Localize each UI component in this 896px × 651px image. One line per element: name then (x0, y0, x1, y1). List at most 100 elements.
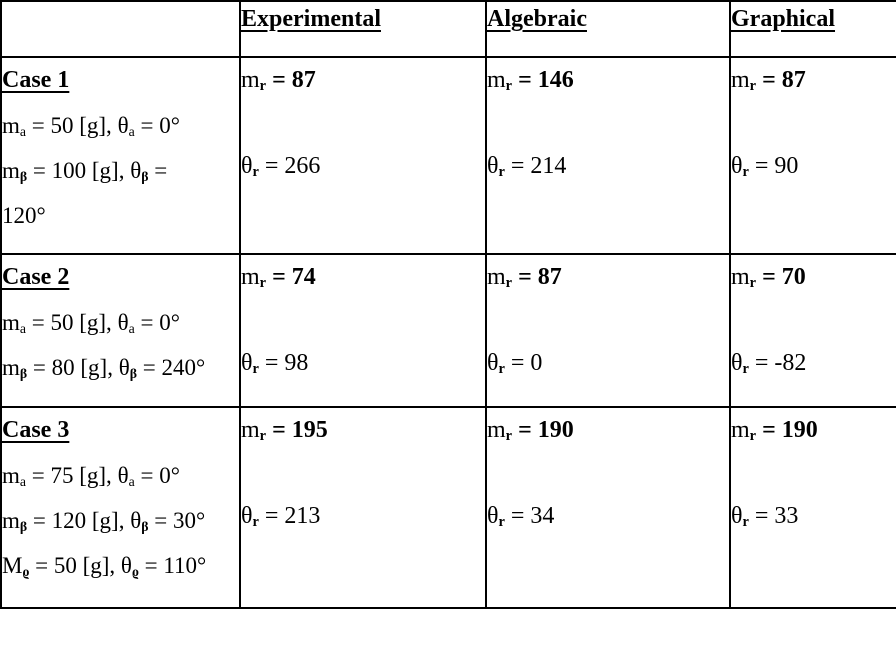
text-segment: θ (117, 113, 129, 138)
text-segment: m (241, 264, 260, 290)
subscript: β (19, 519, 28, 535)
text-segment: = 50 [g], (29, 553, 121, 578)
given-values-line: ma = 75 [g], θa = 0° (2, 453, 239, 498)
text-segment: = 30° (148, 508, 206, 533)
angle-result-line: θr = 90 (731, 144, 896, 189)
angle-result-value: = -82 (748, 350, 807, 376)
text-segment: θ (130, 508, 142, 533)
text-segment: θ (118, 355, 130, 380)
angle-result-value: = 33 (748, 503, 799, 529)
given-values-line: Mϱ = 50 [g], θϱ = 110° (2, 543, 239, 588)
text-segment: m (2, 508, 20, 533)
result-cell-graphical-case-3: mr = 190 θr = 33 (729, 406, 896, 609)
text-segment: = 240° (137, 355, 206, 380)
text-segment: m (2, 158, 20, 183)
angle-result-line: θr = 33 (731, 494, 896, 539)
subscript: β (141, 169, 149, 185)
text-segment: = 0° (134, 463, 180, 488)
mass-result-line: mr = 74 (241, 255, 485, 300)
subscript: r (749, 275, 757, 292)
text-segment: = 100 [g], (27, 158, 131, 183)
angle-result-line: θr = 266 (241, 144, 485, 189)
case-row-3: Case 3 ma = 75 [g], θa = 0° mβ = 120 [g], … (0, 406, 896, 609)
subscript: r (259, 275, 267, 292)
column-header-experimental: Experimental (239, 0, 487, 58)
text-segment: θ (241, 153, 253, 179)
mass-result-value: = 87 (756, 67, 806, 93)
case-description-cell-1: Case 1 ma = 50 [g], θa = 0° mβ = 100 [g], … (0, 56, 241, 255)
mass-result-line: mr = 87 (731, 58, 896, 103)
subscript: a (19, 321, 27, 337)
text-segment: m (241, 67, 260, 93)
case-description-cell-2: Case 2 ma = 50 [g], θa = 0° mβ = 80 [g], θ… (0, 253, 241, 408)
mass-result-line: mr = 87 (487, 255, 729, 300)
text-segment: θ (731, 350, 743, 376)
case-label: Case 2 (2, 264, 70, 290)
mass-result-value: = 190 (512, 417, 574, 443)
angle-result-line: θr = 0 (487, 341, 729, 386)
table-body: Case 1 ma = 50 [g], θa = 0° mβ = 100 [g], … (0, 56, 896, 609)
text-segment: m (487, 264, 506, 290)
given-values-line: ma = 50 [g], θa = 0° (2, 103, 239, 148)
column-header-label: Graphical (731, 6, 836, 32)
angle-result-line: θr = 34 (487, 494, 729, 539)
column-header-algebraic: Algebraic (485, 0, 731, 58)
subscript: r (259, 428, 267, 445)
result-cell-experimental-case-1: mr = 87 θr = 266 (239, 56, 487, 255)
subscript: ϱ (22, 564, 30, 580)
text-segment: θ (487, 153, 499, 179)
subscript: a (19, 474, 27, 490)
text-segment: m (2, 355, 20, 380)
text-segment: m (731, 417, 750, 443)
result-cell-algebraic-case-3: mr = 190 θr = 34 (485, 406, 731, 609)
subscript: r (505, 428, 513, 445)
text-segment: θ (117, 463, 129, 488)
subscript: r (742, 164, 749, 181)
text-segment: m (731, 264, 750, 290)
text-segment: θ (117, 310, 129, 335)
mass-result-line: mr = 190 (487, 408, 729, 453)
case-description-cell-3: Case 3 ma = 75 [g], θa = 0° mβ = 120 [g], … (0, 406, 241, 609)
result-cell-experimental-case-3: mr = 195 θr = 213 (239, 406, 487, 609)
text-segment: m (2, 463, 20, 488)
subscript: r (749, 78, 757, 95)
angle-result-value: = 34 (504, 503, 555, 529)
subscript: a (128, 321, 135, 337)
text-segment: m (731, 67, 750, 93)
subscript: r (252, 514, 259, 531)
text-segment: = (148, 158, 168, 183)
subscript: r (505, 275, 513, 292)
mass-result-line: mr = 70 (731, 255, 896, 300)
result-cell-algebraic-case-1: mr = 146 θr = 214 (485, 56, 731, 255)
angle-result-value: = 266 (258, 153, 321, 179)
subscript: β (141, 519, 149, 535)
column-header-label: Experimental (241, 6, 381, 32)
text-segment: m (487, 417, 506, 443)
text-segment: θ (120, 553, 132, 578)
given-values-line: mβ = 100 [g], θβ = (2, 148, 239, 193)
text-segment: θ (731, 153, 743, 179)
case-row-2: Case 2 ma = 50 [g], θa = 0° mβ = 80 [g], θ… (0, 253, 896, 408)
text-segment: = 80 [g], (27, 355, 119, 380)
text-segment: m (241, 417, 260, 443)
angle-result-value: = 213 (258, 503, 321, 529)
angle-result-value: = 90 (748, 153, 799, 179)
results-table: Experimental Algebraic Graphical Case 1 ma … (0, 0, 896, 609)
text-segment: θ (487, 350, 499, 376)
text-segment: = 110° (138, 553, 207, 578)
text-segment: θ (241, 503, 253, 529)
angle-result-value: = 0 (504, 350, 543, 376)
angle-result-line: θr = 98 (241, 341, 485, 386)
text-segment: = 50 [g], (26, 310, 118, 335)
text-segment: m (2, 113, 20, 138)
text-segment: = 50 [g], (26, 113, 118, 138)
mass-result-line: mr = 87 (241, 58, 485, 103)
result-cell-algebraic-case-2: mr = 87 θr = 0 (485, 253, 731, 408)
subscript: r (498, 164, 505, 181)
given-values-line: mβ = 80 [g], θβ = 240° (2, 345, 239, 390)
text-segment: θ (130, 158, 142, 183)
text-segment: = 120 [g], (27, 508, 131, 533)
text-segment: θ (487, 503, 499, 529)
subscript: ϱ (131, 564, 139, 580)
angle-result-value: = 214 (504, 153, 567, 179)
